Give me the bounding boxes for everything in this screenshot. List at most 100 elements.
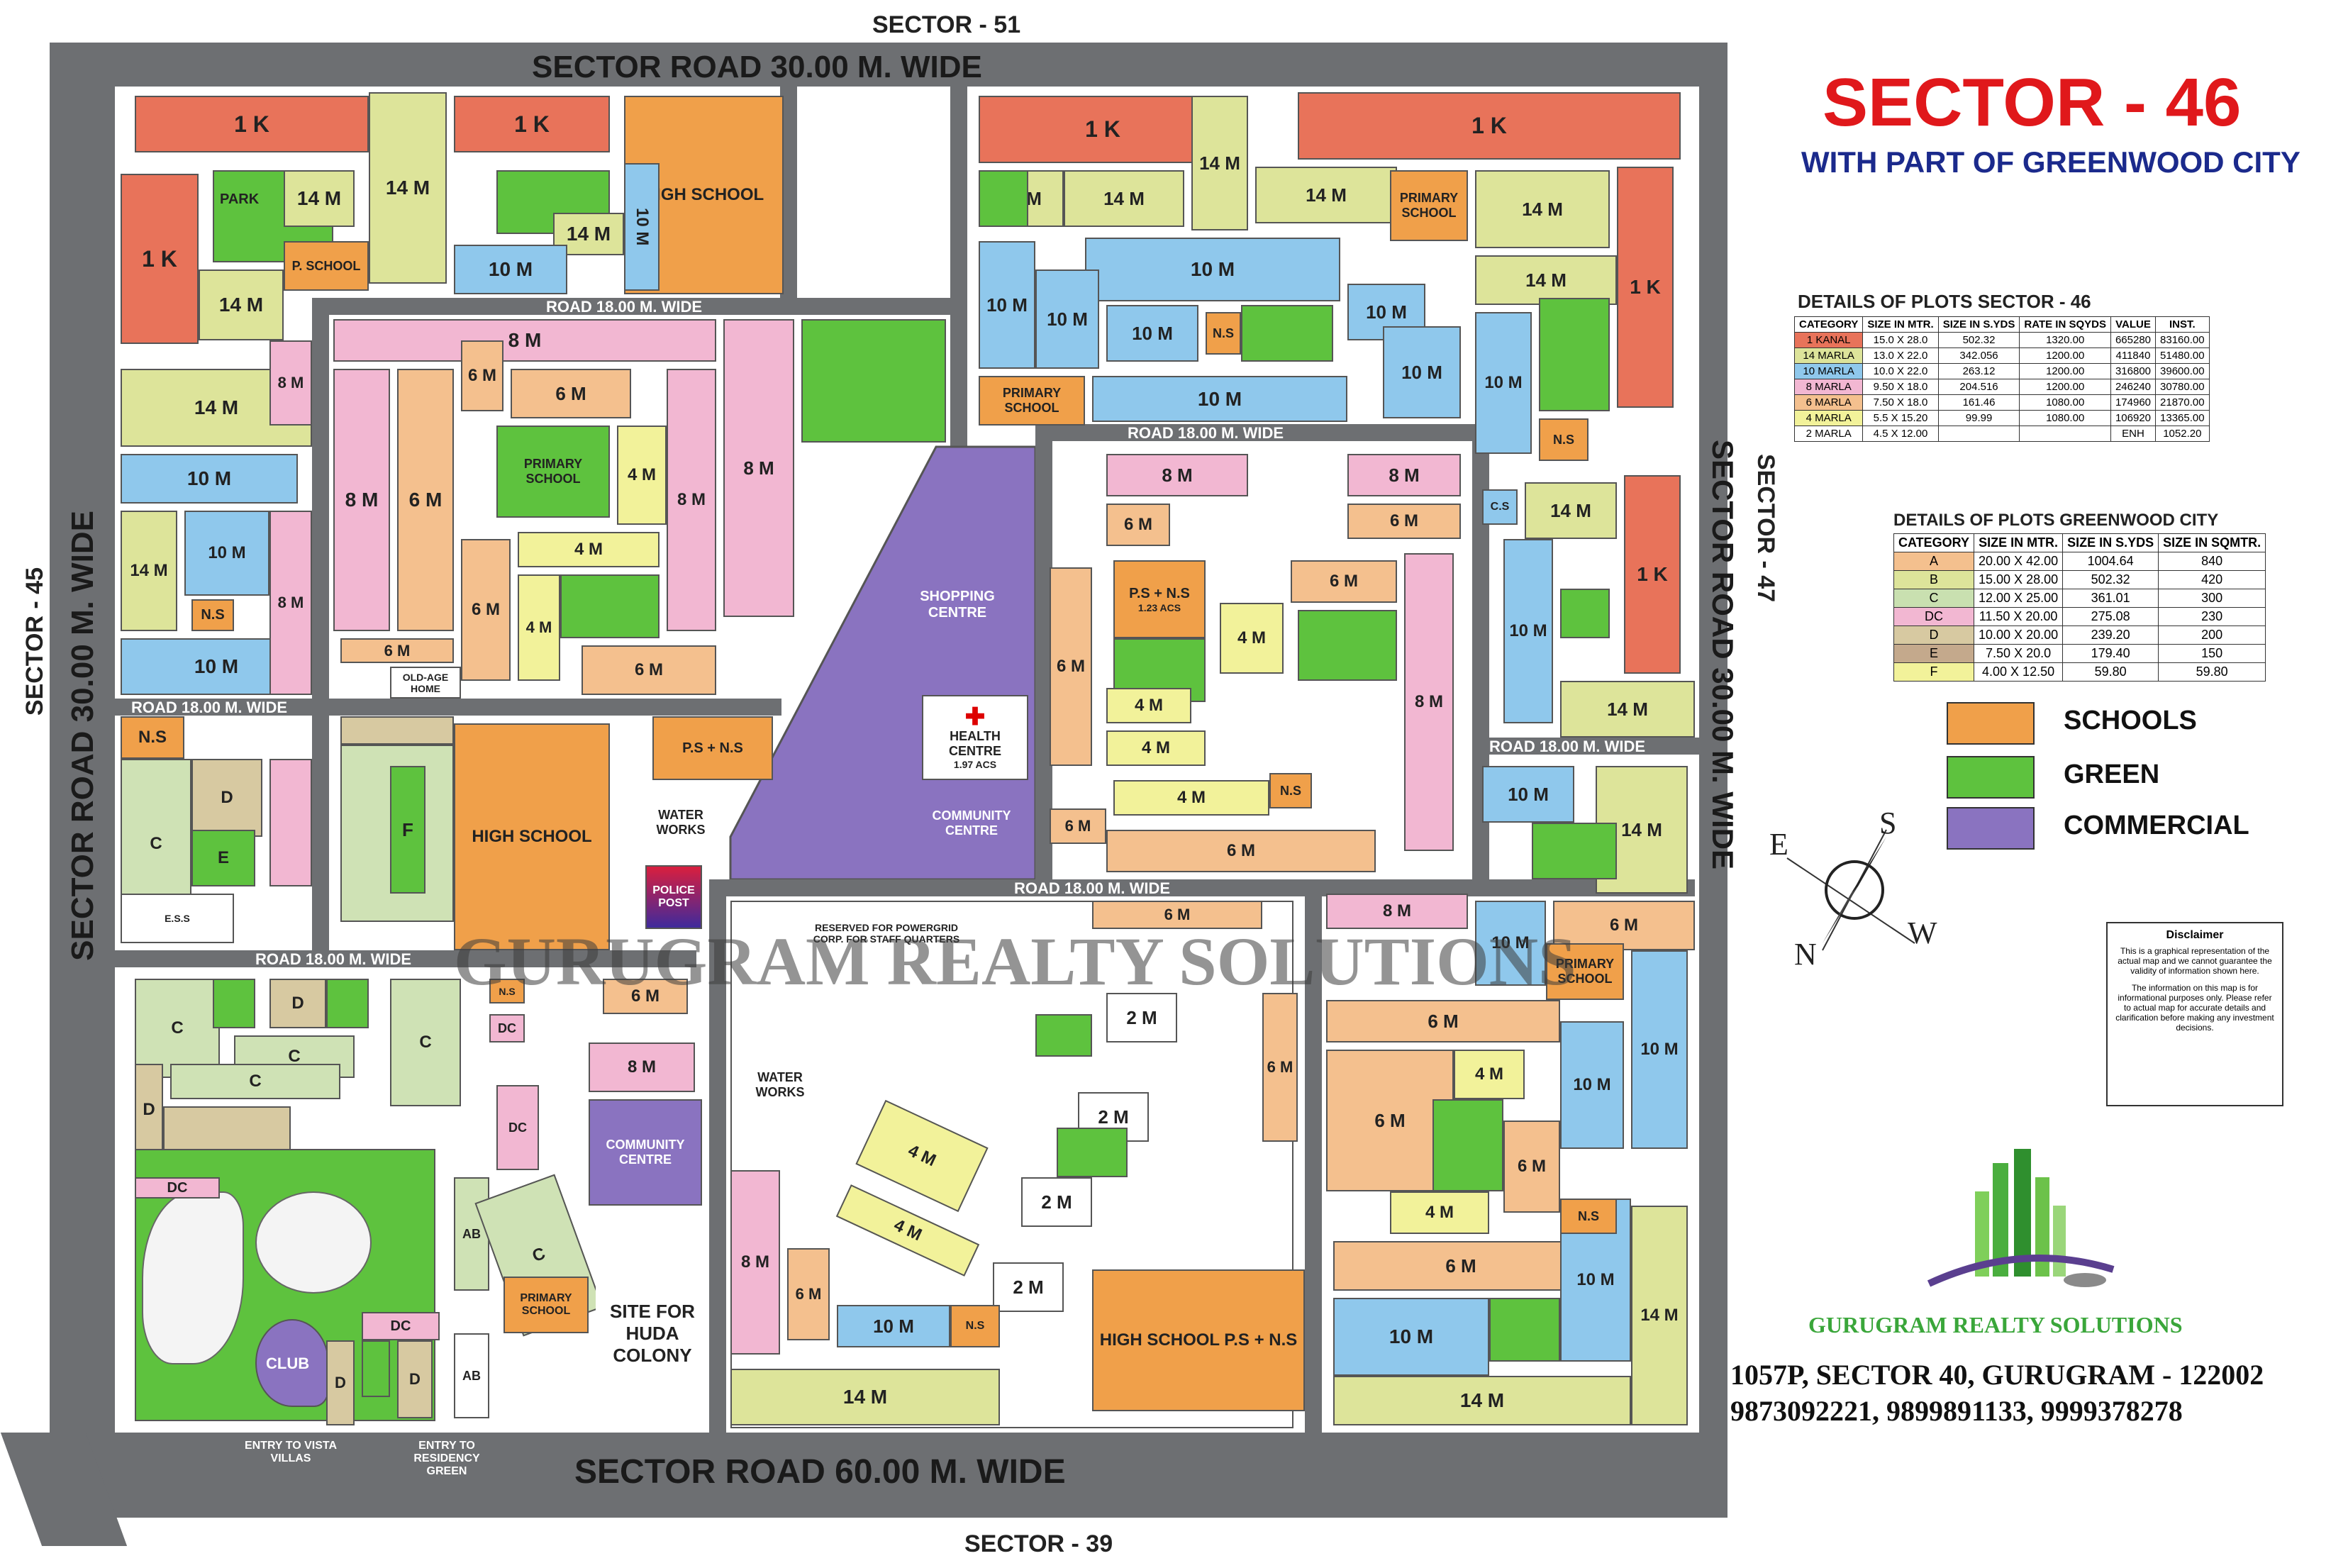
green-bc-b [1035,1014,1092,1057]
primary-school-top-2: PRIMARY SCHOOL [979,376,1085,426]
red-cross-icon: ✚ [964,704,986,730]
plot-8m-left-a: 8 M [269,340,312,426]
plot-4m-center-b: 4 M [1106,688,1191,723]
legend-schools-label: SCHOOLS [2064,706,2197,735]
plot-6m-br-d: 6 M [1333,1241,1588,1291]
plots-table-title: DETAILS OF PLOTS SECTOR - 46 [1798,291,2091,312]
ps-ns-gw: P.S + N.S [652,716,773,780]
table-cell: 51480.00 [2155,347,2210,364]
col-header: INST. [2155,316,2210,333]
ps-ns-center-area: 1.23 ACS [1137,601,1181,613]
compass-w: W [1908,916,1937,950]
plot-1k-f: 1 K [1617,167,1674,408]
col-header: SIZE IN S.YDS [2062,533,2159,552]
gw-ess-block: E.S.S [121,894,234,943]
table-cell: E [1893,644,1975,663]
table-cell: 502.32 [2062,570,2159,589]
table-cell [2019,426,2111,442]
plot-8m-center-b: 8 M [1347,454,1461,496]
police-post: POLICE POST [645,865,702,929]
green-inner-a [560,574,660,638]
plot-10m-top-g: 10 M [1383,326,1461,418]
table-cell: 59.80 [2158,662,2266,682]
plot-6m-br-c: 6 M [1503,1121,1560,1213]
table-cell: 246240 [2110,379,2157,395]
table-cell: 1080.00 [2019,410,2111,426]
plots-table: CATEGORY SIZE IN MTR. SIZE IN S.YDS RATE… [1793,316,2210,442]
table-row: 2 MARLA 4.5 X 12.00 ENH 1052.20 [1793,426,2210,442]
plot-10m-top-e: 10 M [1092,376,1347,422]
ns-left: N.S [191,599,234,631]
water-works-gw: WATER WORKS [645,794,716,851]
health-centre-area: 1.97 ACS [953,759,997,770]
gw-green-2 [326,979,369,1028]
plot-14m-left-2: 14 M [121,511,177,631]
table-cell: B [1893,570,1975,589]
table-cell: 179.40 [2062,644,2159,663]
table-cell: 316800 [2110,363,2157,379]
green-top-c [979,170,1028,227]
table-cell: 1200.00 [2019,379,2111,395]
powergrid-label: RESERVED FOR POWERGRID CORP. FOR STAFF Q… [813,922,960,945]
table-cell: 1320.00 [2019,332,2111,348]
col-header: SIZE IN S.YDS [1937,316,2020,333]
table-cell: 15.0 X 28.0 [1862,332,1939,348]
table-cell: 150 [2158,644,2266,663]
plot-6m-center-b: 6 M [1347,504,1461,539]
table-cell: 4.5 X 12.00 [1862,426,1939,442]
col-header: SIZE IN MTR. [1862,316,1939,333]
high-school-gw: HIGH SCHOOL [454,723,610,950]
table-cell: 4 MARLA [1793,410,1864,426]
gw-park-villas-2 [255,1191,372,1294]
table-row: 1 KANAL 15.0 X 28.0 502.32 1320.00 665280 831… [1793,332,2210,348]
legend-schools-swatch [1947,702,2035,745]
plot-14m-top-b: 14 M [1064,170,1184,227]
table-row: F 4.00 X 12.50 59.80 59.80 [1893,662,2266,682]
disclaimer-box: Disclaimer This is a graphical represent… [2106,922,2283,1106]
company-logo [1927,1149,2115,1287]
plot-2m-bc-c: 2 M [1021,1177,1092,1227]
right-road [1699,43,1727,1518]
bottom-road-label: SECTOR ROAD 60.00 M. WIDE [574,1453,1066,1491]
plot-1k-b: 1 K [454,96,610,152]
company-name: GURUGRAM REALTY SOLUTIONS [1808,1312,2183,1338]
road-18-label-1: ROAD 18.00 M. WIDE [546,298,703,316]
plot-2m-bc-a: 2 M [1106,993,1177,1042]
plot-8m-inner-a: 8 M [333,319,716,362]
plot-8m-left-b: 8 M [269,511,312,695]
plot-10m-top-v: 10 M [624,163,660,291]
left-road [50,43,115,1518]
plot-14m-top-d: 14 M [1255,167,1397,223]
plot-4m-br-b: 4 M [1390,1191,1489,1234]
plot-10m-top-c: 10 M [1035,269,1099,369]
disclaimer-p2: The information on this map is for infor… [2115,983,2274,1033]
table-row: B 15.00 X 28.00 502.32 420 [1893,570,2266,589]
shopping-centre-label: SHOPPING CENTRE [920,589,995,621]
plot-6m-br-a: 6 M [1326,1000,1560,1042]
water-works-bc: WATER WORKS [738,1064,823,1106]
inner-road-6 [1475,738,1699,755]
table-cell: 1080.00 [2019,394,2111,411]
plot-10m-right-a: 10 M [1503,539,1553,723]
table-cell: 1200.00 [2019,363,2111,379]
plot-10m-top-a: 10 M [1085,238,1340,301]
gw-park-villas [142,1191,244,1364]
table-cell: 2 MARLA [1793,426,1864,442]
table-cell: 21870.00 [2155,394,2210,411]
plot-6m-inner-b: 6 M [461,340,503,411]
inner-road-v2 [709,879,726,1433]
table-cell: 5.5 X 15.20 [1862,410,1939,426]
table-row: 8 MARLA 9.50 X 18.0 204.516 1200.00 246240 30… [1793,379,2210,395]
sector-39-label: SECTOR - 39 [964,1530,1113,1557]
entry-vista-label: ENTRY TO VISTA VILLAS [244,1440,338,1464]
primary-school-right: PRIMARY SCHOOL [1546,943,1624,1000]
table-cell: 83160.00 [2155,332,2210,348]
table-cell: 200 [2158,625,2266,645]
top-road-label: SECTOR ROAD 30.00 M. WIDE [532,50,982,84]
plot-10m-top-b: 10 M [979,241,1035,369]
community-centre-label: COMMUNITY CENTRE [932,808,1011,838]
old-age-home: OLD-AGE HOME [390,667,461,699]
map-area: SECTOR - 51 SECTOR - 39 SECTOR - 45 SECT… [0,11,1937,1557]
gw-dc-b: DC [496,1085,539,1170]
gw-dc-block [269,759,312,886]
